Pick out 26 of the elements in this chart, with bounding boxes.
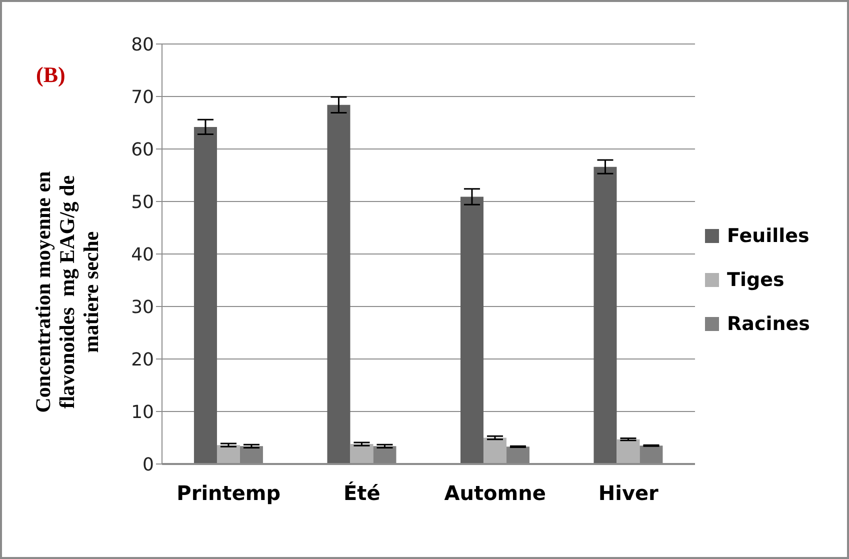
y-tick-label: 60 [131,139,154,160]
bar [594,166,617,464]
bar [483,438,506,464]
legend-label: Racines [726,313,811,335]
y-tick-label: 20 [131,349,154,370]
bar [616,439,640,464]
x-tick-label: Automne [444,481,546,506]
bar [216,445,240,464]
x-tick-label: Printemp [176,481,281,506]
y-tick-label: 10 [131,402,154,423]
legend-label: Feuilles [726,225,810,247]
bar [350,444,374,464]
y-tick-label: 70 [131,86,154,108]
x-tick-label: Été [343,481,380,506]
legend-label: Tiges [726,269,786,291]
y-tick-label: 50 [131,192,154,213]
x-tick-label: Hiver [598,481,659,506]
bar [327,104,350,464]
y-tick-label: 0 [142,454,154,476]
y-tick-label: 80 [131,34,154,56]
y-tick-label: 30 [131,296,154,318]
y-axis-title: Concentration moyenne en flavonoides mg EAG/g de matiere seche [31,170,103,413]
text: (B) [36,62,66,88]
bar [460,196,484,464]
y-tick-label: 40 [131,244,154,266]
bar [194,126,217,464]
